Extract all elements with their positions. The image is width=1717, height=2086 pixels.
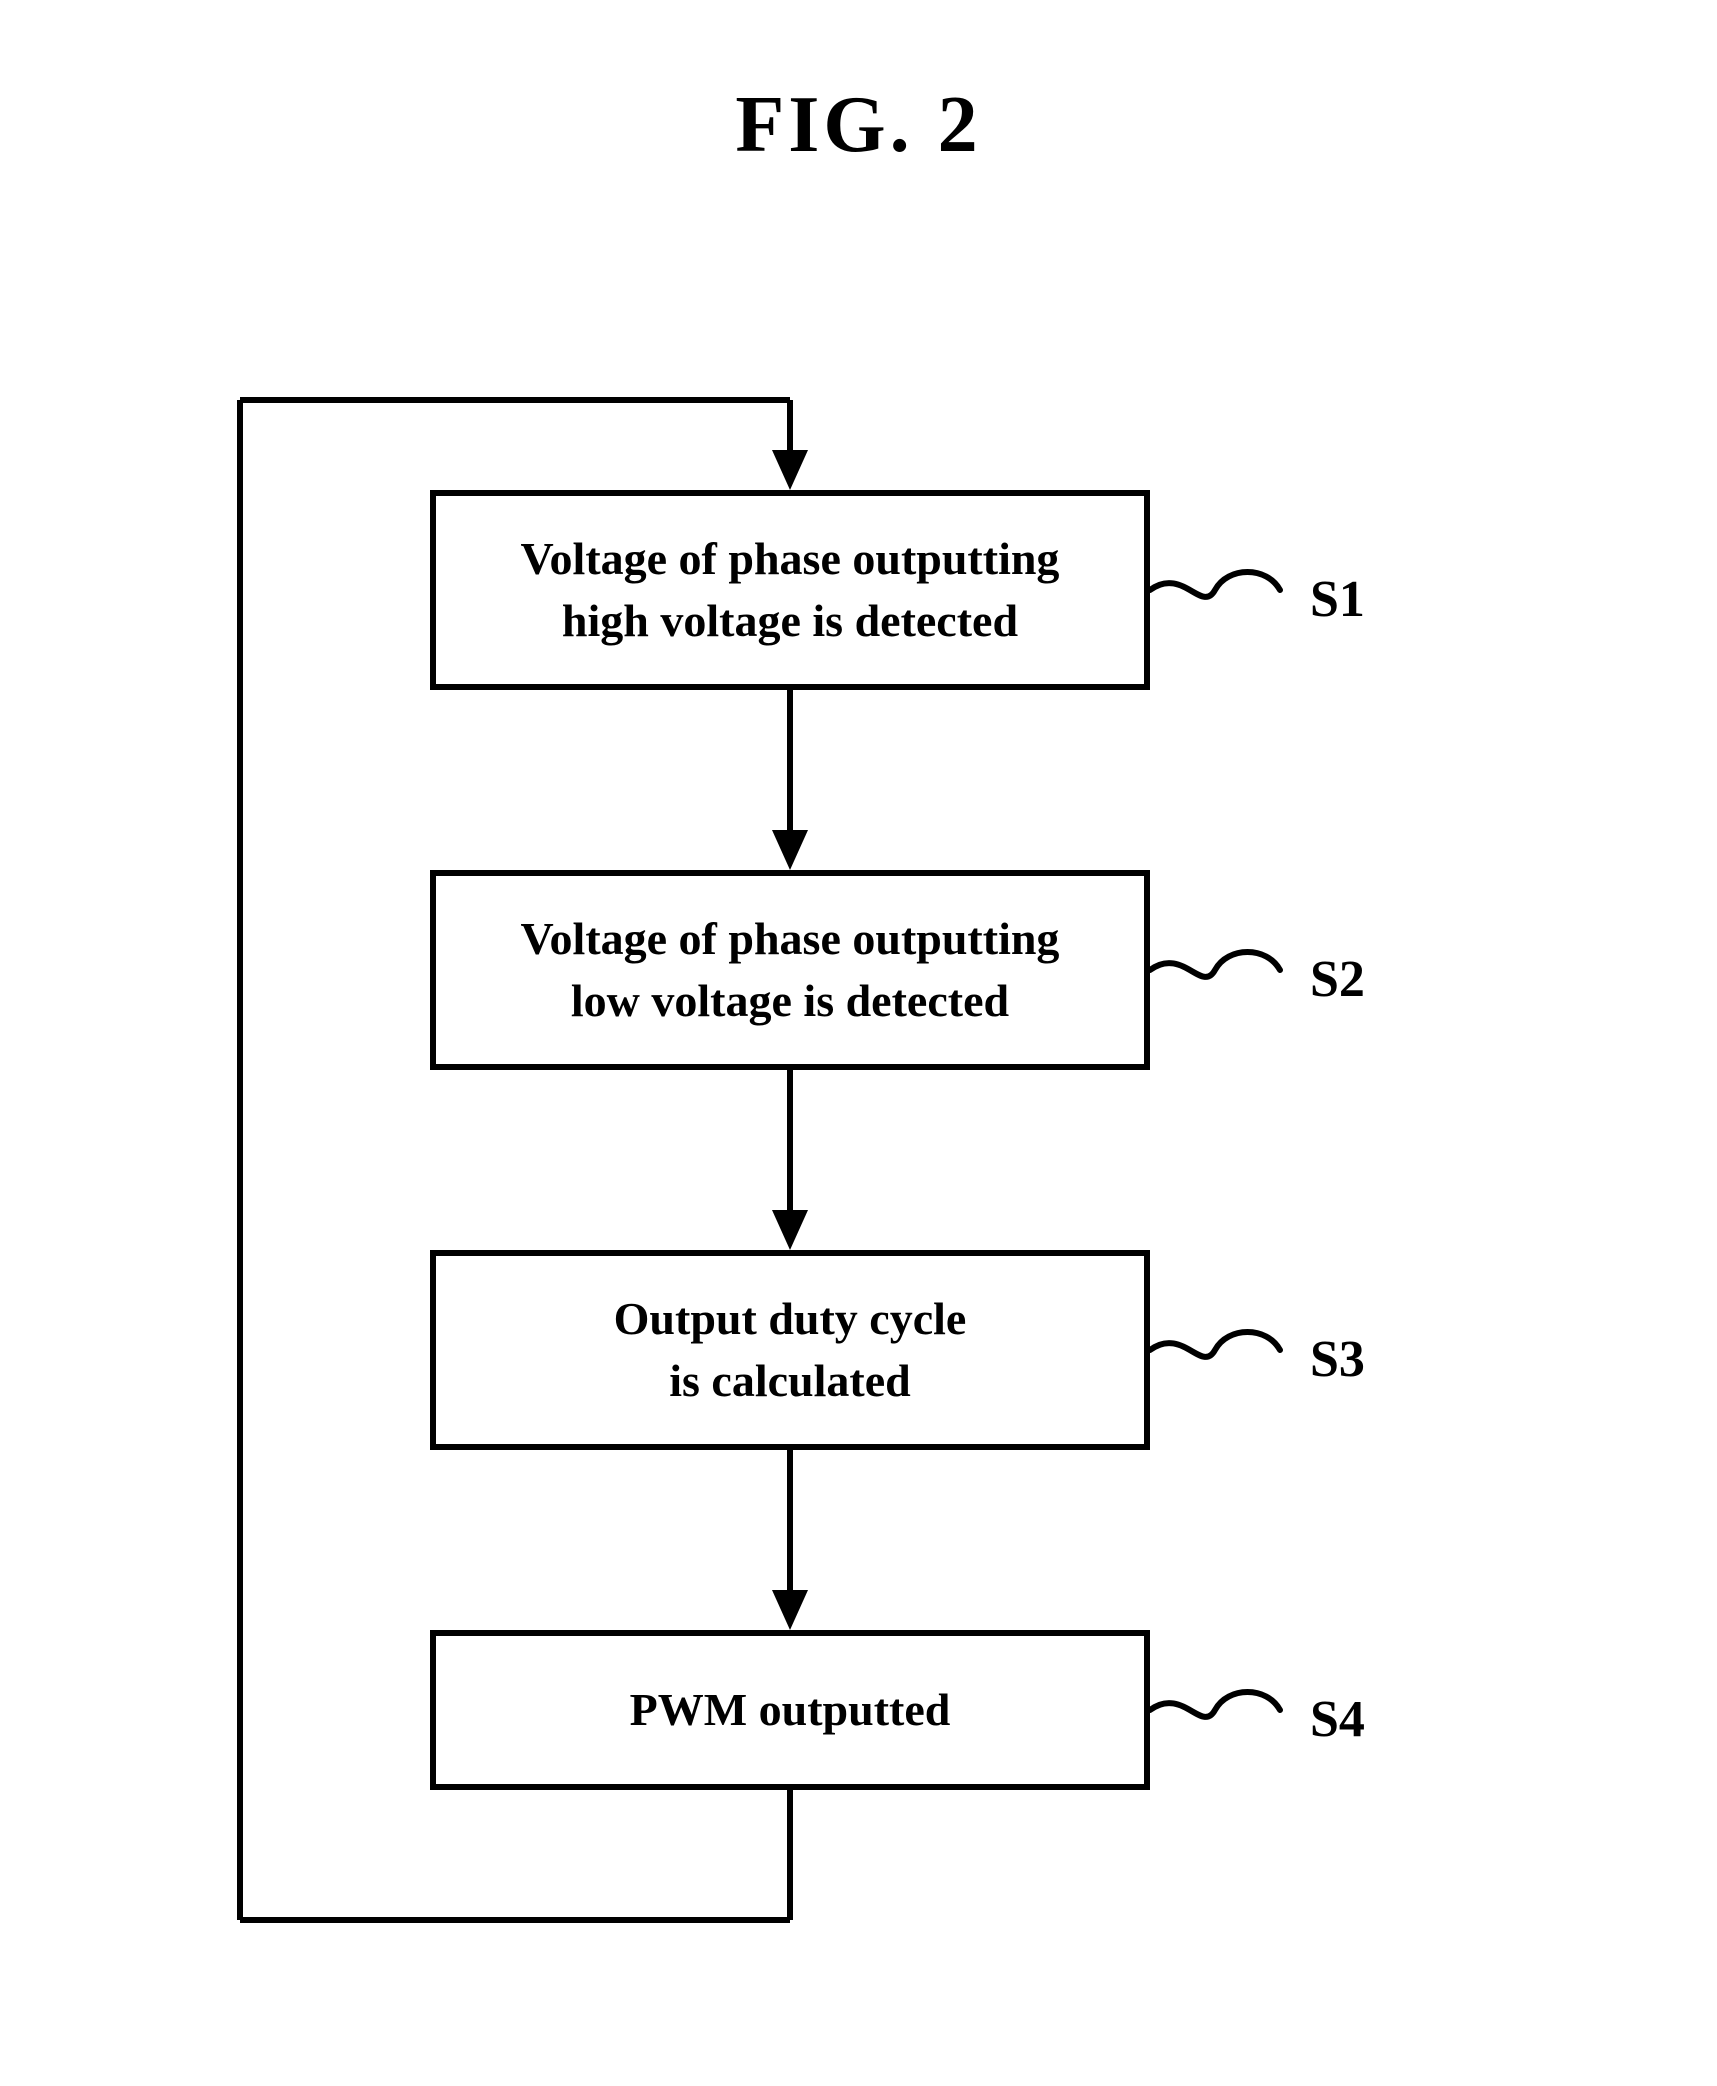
flow-step-text: Voltage of phase outputting high voltage…	[521, 528, 1060, 652]
flow-step-s3: Output duty cycle is calculated	[430, 1250, 1150, 1450]
step-label-s3: S3	[1310, 1330, 1365, 1389]
flow-step-s4: PWM outputted	[430, 1630, 1150, 1790]
flow-step-text: Voltage of phase outputting low voltage …	[521, 908, 1060, 1032]
flow-step-text: Output duty cycle is calculated	[614, 1288, 967, 1412]
step-label-s2: S2	[1310, 950, 1365, 1009]
flow-step-text: PWM outputted	[630, 1679, 951, 1741]
flow-step-s1: Voltage of phase outputting high voltage…	[430, 490, 1150, 690]
flow-step-s2: Voltage of phase outputting low voltage …	[430, 870, 1150, 1070]
step-label-s4: S4	[1310, 1690, 1365, 1749]
step-label-s1: S1	[1310, 570, 1365, 629]
